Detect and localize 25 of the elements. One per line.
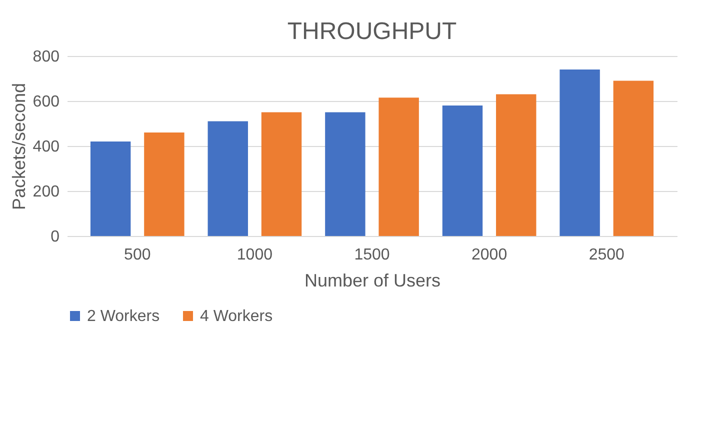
legend-label: 2 Workers <box>87 308 160 325</box>
x-tick-label: 1500 <box>354 246 390 264</box>
bar <box>144 132 184 236</box>
y-axis-title: Packets/second <box>8 82 29 210</box>
bar <box>325 112 366 236</box>
bar <box>261 112 302 236</box>
bar <box>560 70 600 236</box>
legend-label: 4 Workers <box>200 308 273 325</box>
bar <box>442 106 483 236</box>
x-tick-label: 1000 <box>236 246 273 264</box>
x-axis-title: Number of Users <box>304 270 441 290</box>
bar <box>496 94 536 236</box>
y-tick-label: 600 <box>32 94 60 110</box>
x-tick-label: 500 <box>124 246 151 264</box>
y-tick-label: 0 <box>50 228 60 246</box>
x-tick-label: 2000 <box>472 246 508 264</box>
y-tick-label: 800 <box>32 48 60 66</box>
y-tick-label: 200 <box>32 184 60 200</box>
bar <box>208 121 248 236</box>
bar <box>378 98 419 236</box>
bar <box>613 80 654 236</box>
x-tick-label: 2500 <box>588 246 625 264</box>
y-tick-label: 400 <box>32 138 60 156</box>
chart-title: THROUGHPUT <box>287 18 457 45</box>
bar <box>90 142 131 236</box>
